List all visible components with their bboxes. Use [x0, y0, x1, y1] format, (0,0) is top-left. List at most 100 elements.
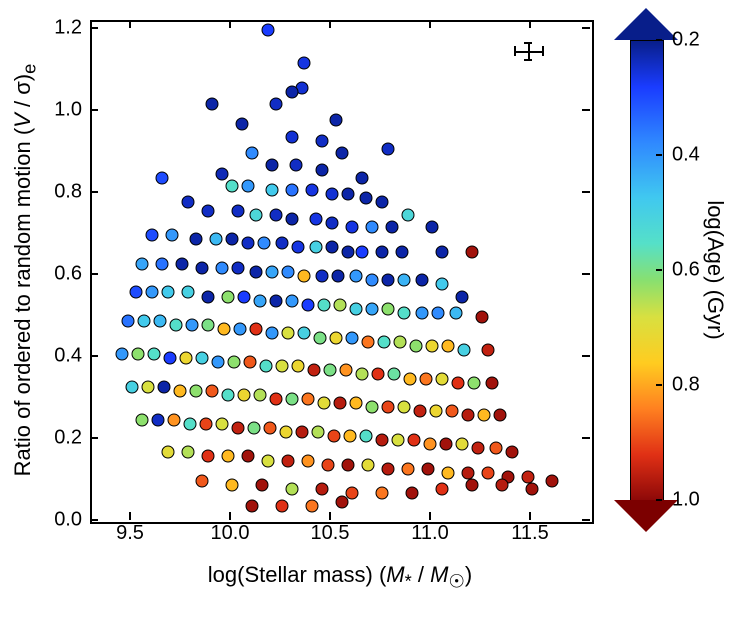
data-point: [378, 335, 391, 348]
data-point: [420, 372, 433, 385]
data-point: [440, 438, 453, 451]
data-point: [270, 208, 283, 221]
data-point: [136, 257, 149, 270]
data-point: [366, 220, 379, 233]
data-point: [326, 216, 339, 229]
y-tick-label: 0.0: [26, 509, 82, 532]
data-point: [402, 462, 415, 475]
y-tick: [582, 519, 590, 521]
data-point: [226, 479, 239, 492]
data-point: [196, 261, 209, 274]
data-point: [146, 229, 159, 242]
data-point: [286, 393, 299, 406]
data-point: [176, 257, 189, 270]
data-point: [442, 339, 455, 352]
data-point: [342, 188, 355, 201]
y-tick: [90, 191, 98, 193]
data-point: [256, 479, 269, 492]
data-point: [316, 134, 329, 147]
data-point: [286, 294, 299, 307]
x-tick: [329, 512, 331, 520]
data-point: [382, 401, 395, 414]
data-point: [306, 499, 319, 512]
data-point: [360, 192, 373, 205]
data-point: [424, 438, 437, 451]
data-point: [282, 454, 295, 467]
colorbar-tick-label: 0.4: [672, 144, 700, 167]
data-point: [436, 483, 449, 496]
plot-area: [90, 20, 594, 524]
data-point: [458, 343, 471, 356]
data-point: [346, 331, 359, 344]
data-point: [180, 352, 193, 365]
data-point: [350, 397, 363, 410]
data-point: [302, 454, 315, 467]
data-point: [156, 257, 169, 270]
data-point: [262, 24, 275, 37]
data-point: [482, 466, 495, 479]
data-point: [186, 319, 199, 332]
data-point: [306, 184, 319, 197]
data-point: [296, 425, 309, 438]
data-point: [330, 114, 343, 127]
data-point: [254, 294, 267, 307]
data-point: [238, 388, 251, 401]
data-point: [468, 376, 481, 389]
data-point: [392, 434, 405, 447]
data-point: [382, 143, 395, 156]
data-point: [398, 306, 411, 319]
data-point: [266, 266, 279, 279]
data-point: [382, 274, 395, 287]
data-point: [466, 479, 479, 492]
error-bar-cap: [514, 46, 516, 56]
data-point: [472, 442, 485, 455]
data-point: [366, 401, 379, 414]
data-point: [302, 298, 315, 311]
data-point: [270, 294, 283, 307]
data-point: [336, 147, 349, 160]
data-point: [216, 417, 229, 430]
data-point: [332, 270, 345, 283]
data-point: [356, 171, 369, 184]
data-point: [526, 483, 539, 496]
x-tick: [429, 512, 431, 520]
data-point: [308, 364, 321, 377]
data-point: [148, 347, 161, 360]
data-point: [416, 306, 429, 319]
colorbar-tick: [656, 384, 662, 386]
y-tick: [90, 355, 98, 357]
x-tick: [129, 20, 131, 28]
data-point: [466, 245, 479, 258]
data-point: [242, 450, 255, 463]
data-point: [232, 421, 245, 434]
data-point: [286, 184, 299, 197]
data-point: [350, 270, 363, 283]
data-point: [244, 356, 257, 369]
data-point: [276, 360, 289, 373]
x-tick: [329, 20, 331, 28]
data-point: [190, 233, 203, 246]
data-point: [250, 208, 263, 221]
colorbar-tick-label: 1.0: [672, 489, 700, 512]
data-point: [324, 364, 337, 377]
data-point: [262, 454, 275, 467]
data-point: [166, 229, 179, 242]
data-point: [316, 163, 329, 176]
data-point: [248, 421, 261, 434]
data-point: [196, 352, 209, 365]
data-point: [292, 360, 305, 373]
data-point: [416, 274, 429, 287]
data-point: [234, 323, 247, 336]
x-tick: [429, 20, 431, 28]
x-tick: [229, 512, 231, 520]
data-point: [436, 245, 449, 258]
data-point: [298, 56, 311, 69]
data-point: [316, 483, 329, 496]
x-tick-label: 11.0: [411, 522, 448, 545]
data-point: [334, 298, 347, 311]
data-point: [246, 147, 259, 160]
data-point: [190, 384, 203, 397]
error-bar-cap: [542, 46, 544, 56]
colorbar-tick-label: 0.6: [672, 259, 700, 282]
data-point: [388, 368, 401, 381]
